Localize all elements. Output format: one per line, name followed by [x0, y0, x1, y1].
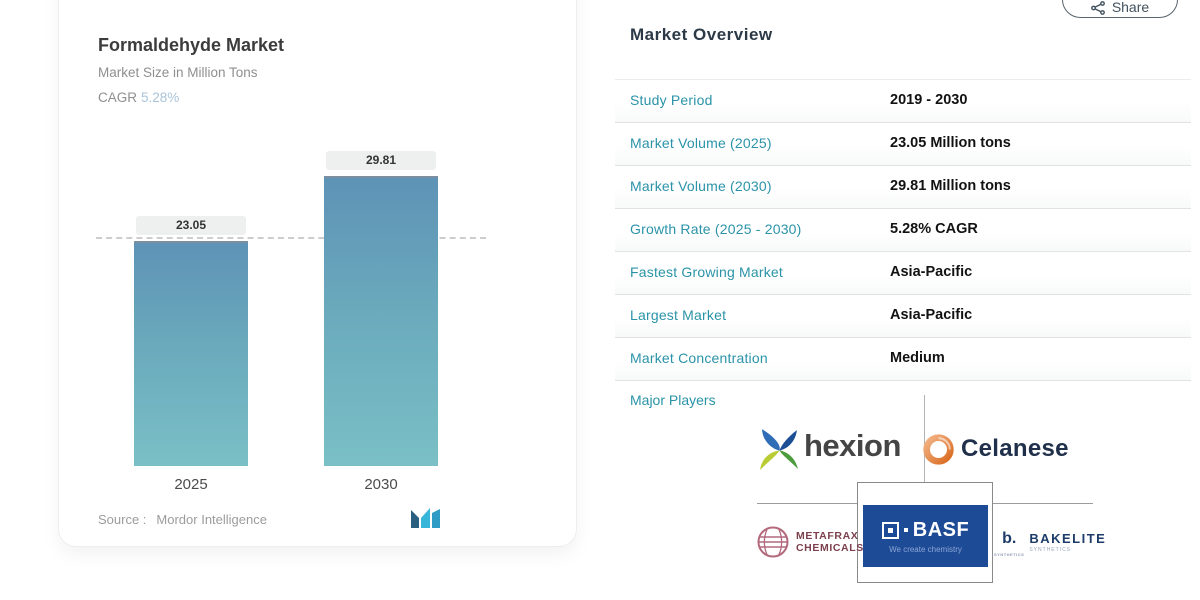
row-value: 29.81 Million tons	[890, 178, 1011, 194]
metafrax-line2: CHEMICALS	[796, 542, 864, 554]
share-button-label: Share	[1111, 0, 1150, 15]
basf-logo-card: BASF We create chemistry	[857, 482, 993, 583]
table-row: Market Concentration Medium	[615, 338, 1191, 381]
reference-dashed-line	[96, 237, 486, 239]
celanese-logo-text: Celanese	[961, 435, 1069, 462]
table-row: Growth Rate (2025 - 2030) 5.28% CAGR	[615, 209, 1191, 252]
x-axis-label: 2025	[174, 476, 208, 493]
formaldehyde-chart-card: Formaldehyde Market Market Size in Milli…	[58, 0, 577, 547]
row-value: 23.05 Million tons	[890, 135, 1011, 151]
cagr-label: CAGR	[98, 90, 138, 105]
row-value: Asia-Pacific	[890, 307, 973, 323]
overview-title: Market Overview	[630, 25, 773, 44]
basf-square-icon	[881, 521, 899, 539]
basf-dot-icon	[903, 528, 908, 532]
bar-value-badge: 23.05	[136, 216, 246, 235]
metafrax-globe-icon	[757, 526, 789, 558]
share-button[interactable]: Share	[1062, 0, 1178, 18]
row-label: Fastest Growing Market	[630, 264, 783, 280]
basf-logo-text: BASF	[912, 518, 970, 541]
bar-2030: 29.81 2030	[324, 141, 438, 493]
row-label: Largest Market	[630, 307, 727, 323]
table-row: Market Volume (2030) 29.81 Million tons	[615, 166, 1191, 209]
row-label: Market Volume (2025)	[630, 135, 772, 151]
share-icon	[1090, 1, 1105, 15]
bar-rect	[134, 241, 248, 466]
major-players-label: Major Players	[630, 392, 716, 408]
bar-chart: 23.05 2025 29.81 2030	[96, 141, 516, 493]
row-value: 5.28% CAGR	[890, 221, 978, 237]
row-value: Asia-Pacific	[890, 264, 973, 280]
table-row: Market Volume (2025) 23.05 Million tons	[615, 123, 1191, 166]
connector-horizontal-line	[993, 503, 1093, 504]
row-label: Market Volume (2030)	[630, 178, 772, 194]
cagr-value: 5.28%	[141, 90, 180, 105]
chart-subtitle: Market Size in Million Tons	[98, 65, 258, 80]
bakelite-logo: b. SYNTHETICS BAKELITE SYNTHETICS	[994, 531, 1106, 563]
bakelite-b-icon: b. SYNTHETICS	[994, 530, 1025, 558]
row-label: Study Period	[630, 92, 713, 108]
source-line: Source : Mordor Intelligence	[98, 512, 267, 527]
x-axis-label: 2030	[364, 476, 398, 493]
basf-logo: BASF We create chemistry	[863, 505, 988, 567]
bar-value-badge: 29.81	[326, 151, 436, 170]
table-row: Largest Market Asia-Pacific	[615, 295, 1191, 338]
row-label: Market Concentration	[630, 350, 768, 366]
connector-vertical-line	[924, 395, 925, 482]
bakelite-subtext: SYNTHETICS	[1029, 547, 1072, 553]
source-value: Mordor Intelligence	[156, 512, 267, 527]
row-label: Growth Rate (2025 - 2030)	[630, 221, 802, 237]
row-value: Medium	[890, 350, 945, 366]
overview-table: Study Period 2019 - 2030 Market Volume (…	[615, 79, 1191, 381]
market-overview-panel: Share Market Overview Study Period 2019 …	[600, 0, 1200, 600]
metafrax-line1: METAFRAX	[796, 530, 859, 542]
connector-horizontal-line	[757, 503, 857, 504]
metafrax-logo-text: METAFRAX CHEMICALS	[796, 530, 864, 554]
table-row: Fastest Growing Market Asia-Pacific	[615, 252, 1191, 295]
basf-tagline: We create chemistry	[889, 544, 962, 554]
chart-cagr: CAGR 5.28%	[98, 90, 179, 105]
bar-2025: 23.05 2025	[134, 141, 248, 493]
chart-title: Formaldehyde Market	[98, 35, 285, 55]
source-label: Source :	[98, 512, 147, 527]
hexion-logo-text: hexion	[804, 428, 901, 463]
bar-rect	[324, 176, 438, 466]
mordor-intelligence-logo-icon	[411, 508, 440, 528]
bakelite-logo-text: BAKELITE	[1029, 531, 1107, 546]
table-row: Study Period 2019 - 2030	[615, 79, 1191, 123]
celanese-logo-icon	[923, 434, 954, 465]
metafrax-logo: METAFRAX CHEMICALS	[755, 524, 864, 560]
hexion-logo-icon	[760, 429, 798, 470]
row-value: 2019 - 2030	[890, 92, 968, 108]
